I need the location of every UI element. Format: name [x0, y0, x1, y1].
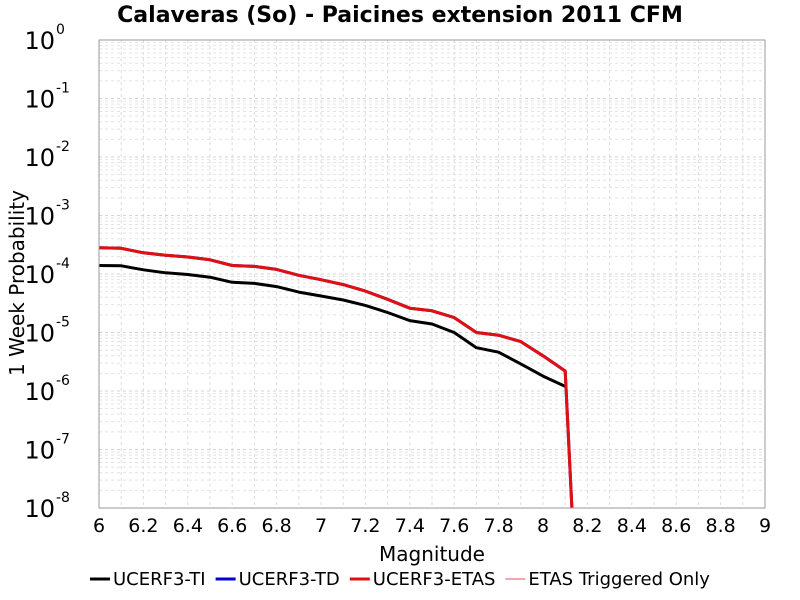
legend-item: UCERF3-TI — [90, 569, 206, 590]
x-tick-label: 6.2 — [128, 515, 158, 537]
y-tick-exponent: -5 — [56, 315, 70, 331]
plot-frame — [98, 39, 766, 509]
x-tick-labels: 6 6.2 6.4 6.6 6.8 7 7.2 7.4 7.6 7.8 8 8.2 8.4 8.6 8.8 9 — [93, 515, 771, 537]
x-tick-label: 6.4 — [173, 515, 203, 537]
y-tick-exponent: 0 — [56, 22, 65, 38]
legend-label: UCERF3-ETAS — [373, 569, 496, 590]
y-tick-exponent: -8 — [56, 490, 70, 506]
x-tick-label: 8.2 — [572, 515, 602, 537]
legend-label: UCERF3-TD — [239, 569, 340, 590]
y-tick-label: 10 — [24, 27, 55, 55]
x-tick-label: 7.6 — [439, 515, 469, 537]
x-tick-label: 8.6 — [661, 515, 691, 537]
y-tick-exponent: -6 — [56, 373, 70, 389]
y-tick-exponent: -7 — [56, 432, 70, 448]
y-axis-label: 1 Week Probability — [5, 190, 29, 376]
x-tick-label: 6 — [93, 515, 105, 537]
x-axis-label: Magnitude — [379, 542, 485, 566]
series-line-ucerf3-etas — [98, 246, 574, 509]
series-layer — [98, 246, 574, 509]
y-tick-exponent: -4 — [56, 256, 70, 272]
y-tick-label: 10 — [24, 261, 55, 289]
y-tick-label: 10 — [24, 495, 55, 523]
chart-title: Calaveras (So) - Paicines extension 2011… — [117, 3, 683, 28]
y-tick-label: 10 — [24, 437, 55, 465]
x-tick-label: 6.8 — [261, 515, 291, 537]
legend-item: UCERF3-ETAS — [349, 569, 496, 590]
y-tick-label: 10 — [24, 203, 55, 231]
series-line-ucerf3-ti — [98, 264, 566, 388]
x-tick-label: 8.4 — [617, 515, 647, 537]
y-tick-label: 10 — [24, 378, 55, 406]
legend-label: UCERF3-TI — [113, 569, 206, 590]
legend-item: UCERF3-TD — [215, 569, 340, 590]
x-tick-label: 7.4 — [395, 515, 425, 537]
x-tick-label: 7.8 — [483, 515, 513, 537]
x-tick-label: 6.6 — [217, 515, 247, 537]
y-tick-label: 10 — [24, 86, 55, 114]
grid-lines — [98, 40, 766, 509]
legend-item: ETAS Triggered Only — [505, 569, 710, 590]
y-tick-label: 10 — [24, 144, 55, 172]
y-tick-exponent: -3 — [56, 198, 70, 214]
x-tick-label: 8 — [537, 515, 549, 537]
legend-label: ETAS Triggered Only — [528, 569, 710, 590]
y-tick-exponent: -1 — [56, 81, 70, 97]
y-tick-label: 10 — [24, 320, 55, 348]
x-tick-label: 9 — [759, 515, 771, 537]
legend: UCERF3-TI UCERF3-TD UCERF3-ETAS ETAS Trigge… — [90, 569, 710, 590]
x-tick-label: 7.2 — [350, 515, 380, 537]
y-tick-exponent: -2 — [56, 139, 70, 155]
x-tick-label: 8.8 — [705, 515, 735, 537]
x-tick-label: 7 — [315, 515, 327, 537]
